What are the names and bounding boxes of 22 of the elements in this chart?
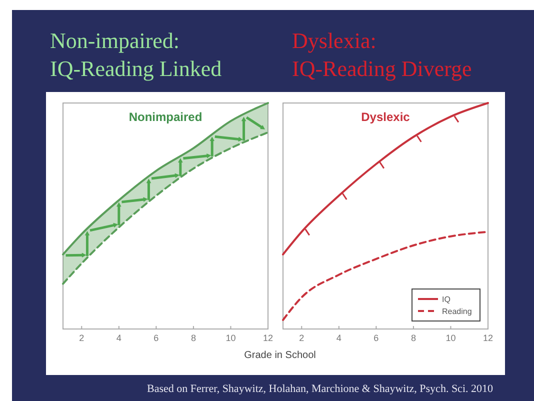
chart-subtitle: IQ-Reading Linked (50, 56, 222, 81)
x-tick-label: 12 (262, 333, 274, 343)
x-tick-label: 10 (226, 333, 236, 343)
x-tick-label: 8 (410, 333, 416, 343)
annotation: Dyslexic (361, 110, 410, 124)
x-tick-label: 10 (446, 333, 456, 343)
text: Based on Ferrer, Shaywitz, Holahan, Marchione & Shaywitz, Psych. Sci. 2010 (147, 383, 494, 395)
x-axis-title: Grade in School (244, 350, 316, 361)
chart-title: Dyslexia: (292, 28, 376, 53)
x-tick-label: 8 (190, 333, 196, 343)
x-tick-label: 4 (336, 333, 342, 343)
legend-label: Reading (442, 307, 472, 316)
chart-subtitle: IQ-Reading Diverge (292, 56, 472, 81)
x-tick-label: 6 (154, 333, 159, 343)
annotation: Nonimpaired (128, 110, 202, 124)
x-tick-label: 12 (482, 333, 494, 343)
x-tick-label: 6 (374, 333, 379, 343)
chart-title: Non-impaired: (50, 28, 180, 53)
x-tick-label: 2 (299, 333, 304, 343)
x-tick-label: 2 (79, 333, 84, 343)
x-tick-label: 4 (116, 333, 122, 343)
legend-label: IQ (442, 295, 450, 304)
